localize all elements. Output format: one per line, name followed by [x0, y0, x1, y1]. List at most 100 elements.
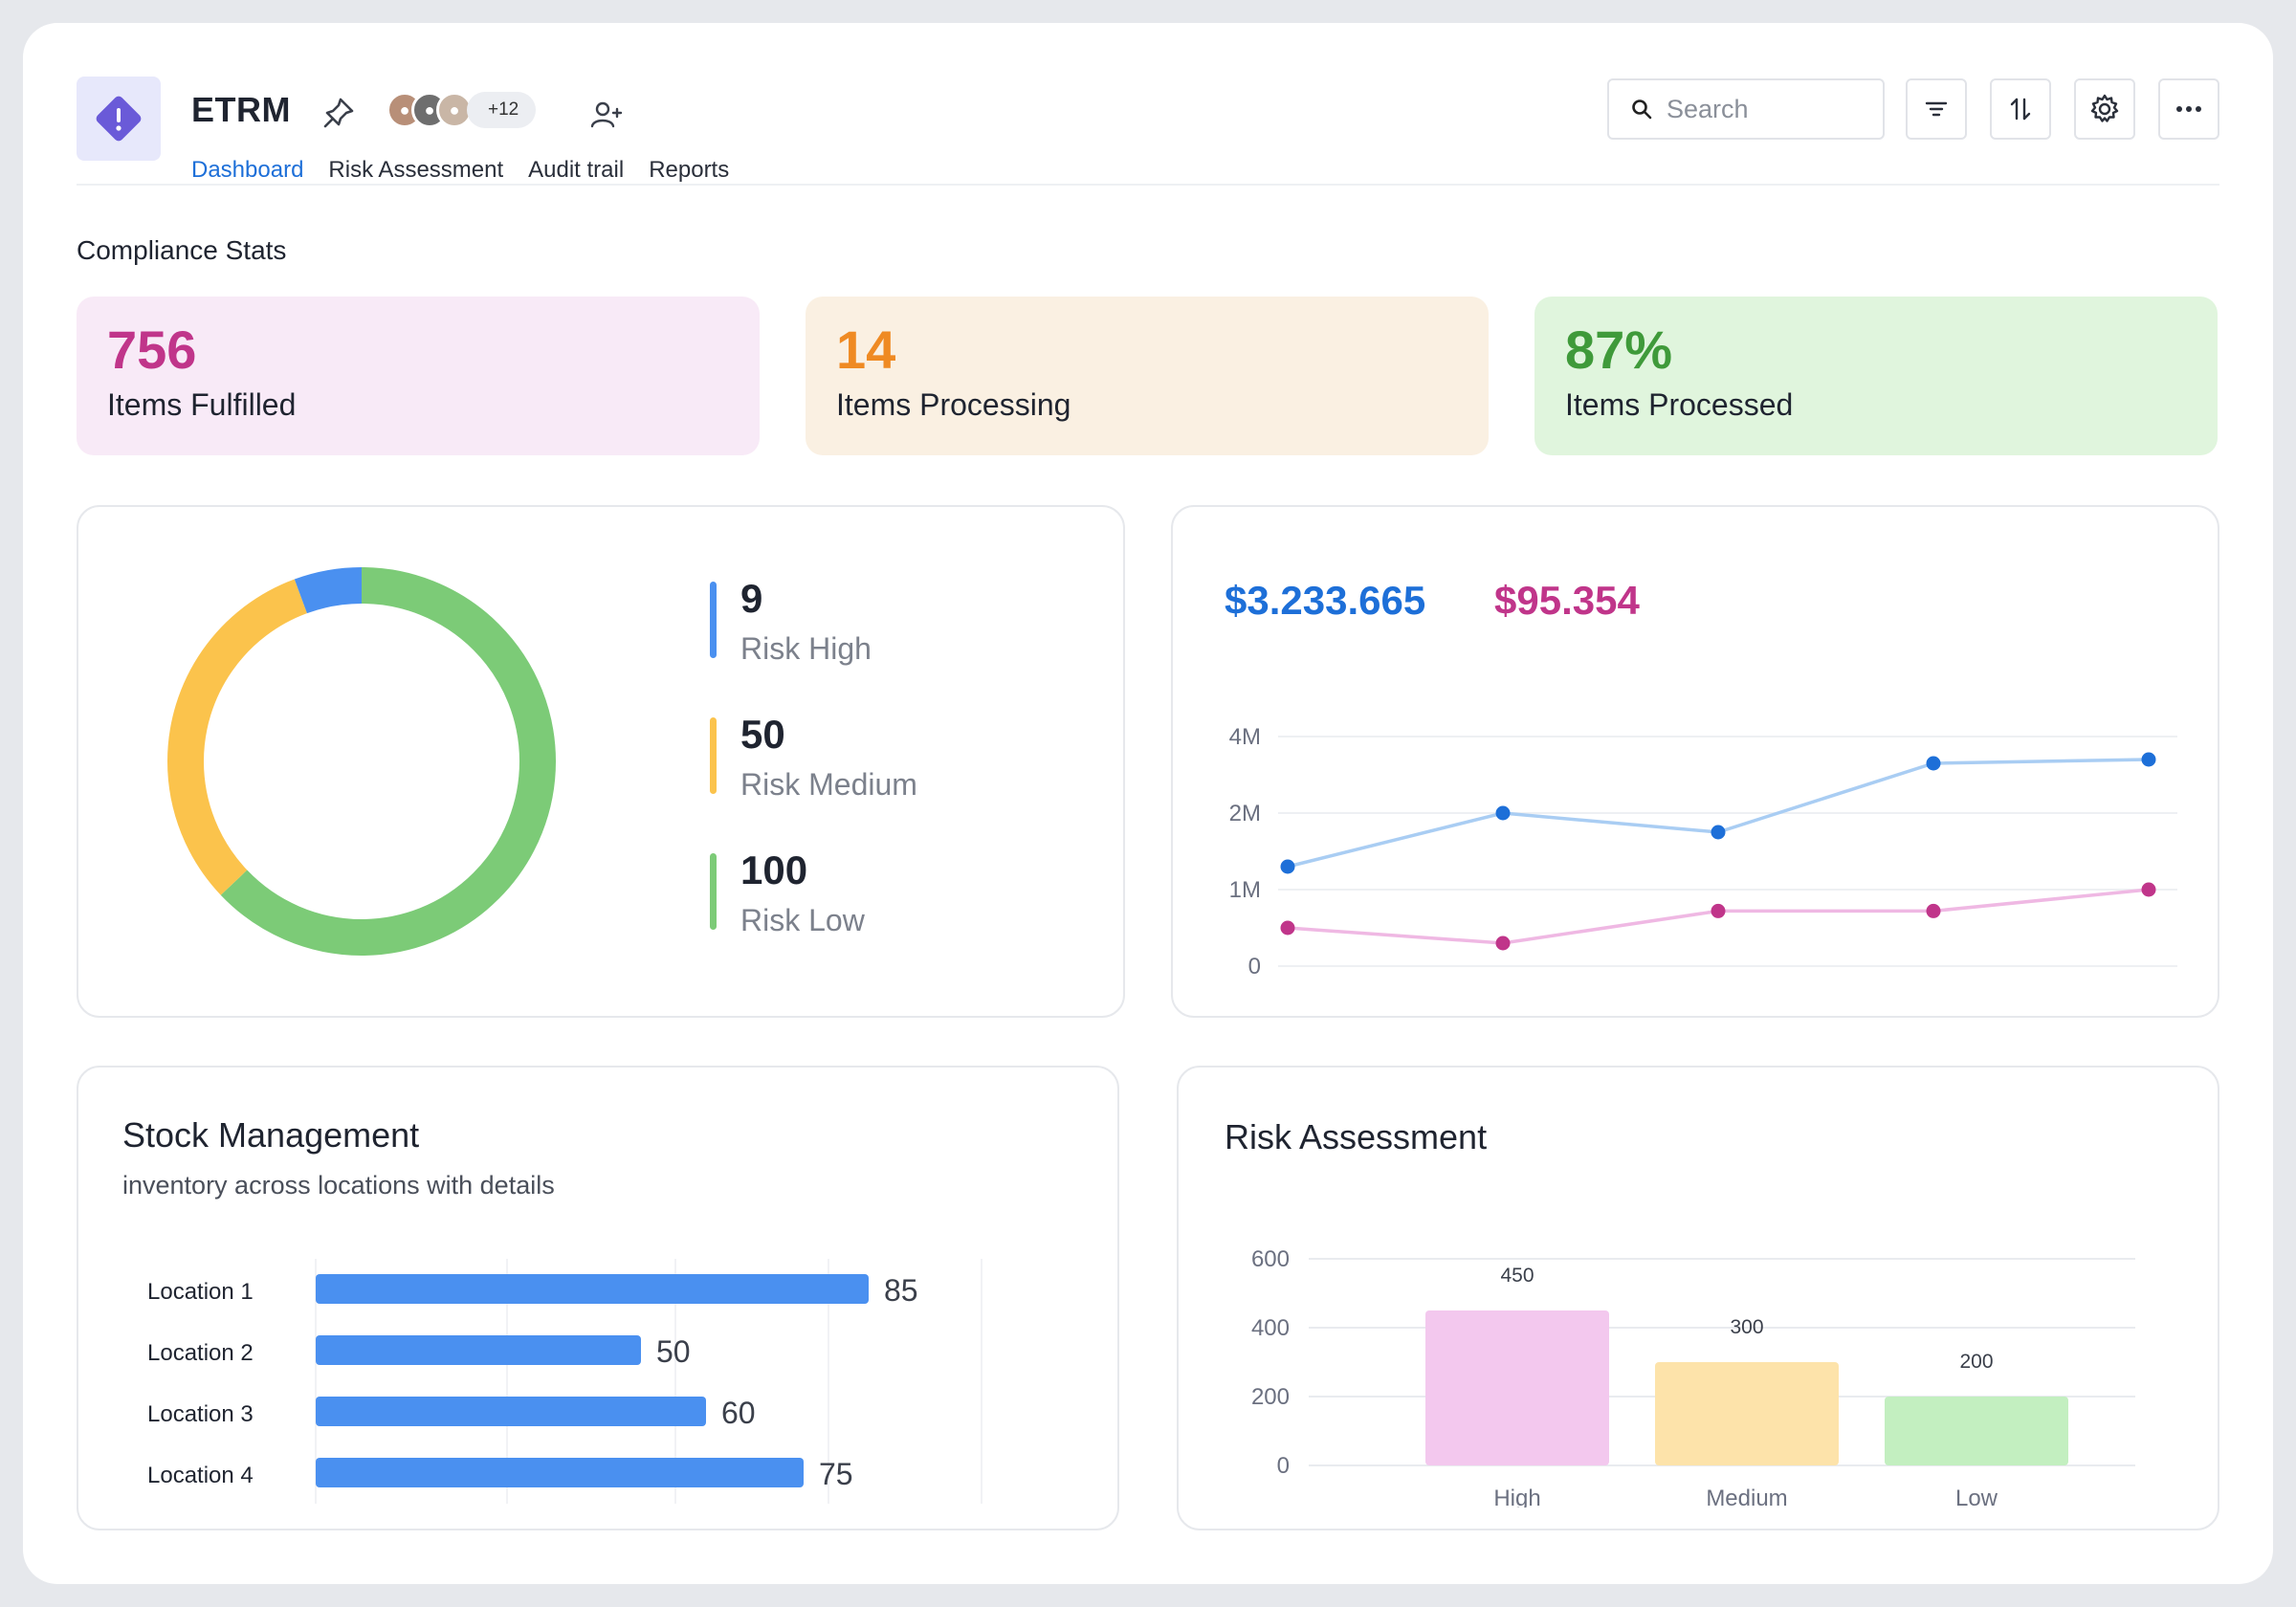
bar-value-label: 75	[819, 1457, 853, 1491]
series-1-point	[2141, 752, 2156, 767]
bar-1	[316, 1274, 869, 1304]
stock-bar-chart: Location 1 85 Location 2 50 Location 3 60 Loca…	[147, 1259, 982, 1504]
bar-value-label: 450	[1500, 1265, 1534, 1287]
series-2-point	[1280, 920, 1295, 936]
series-2-point	[1711, 903, 1726, 918]
x-tick-label: High	[1493, 1486, 1540, 1508]
search-icon	[1632, 99, 1652, 120]
more-icon	[2176, 106, 2201, 112]
stat-label: Items Fulfilled	[107, 387, 297, 423]
donut-slice-risk-medium	[167, 567, 556, 956]
bar-high	[1425, 1310, 1609, 1465]
bar-medium	[1655, 1362, 1839, 1465]
series-1-point	[1926, 756, 1941, 771]
bar-category-label: Location 4	[147, 1463, 254, 1488]
bar-value-label: 200	[1959, 1351, 1993, 1373]
stock-management-panel: Stock Management inventory across locati…	[77, 1066, 1119, 1530]
bar-value-label: 50	[656, 1334, 691, 1369]
series-1-point	[1280, 859, 1295, 874]
x-tick-label: Low	[1955, 1486, 1998, 1508]
bar-value-label: 85	[884, 1273, 918, 1308]
risk-value: 50	[740, 712, 785, 757]
risk-value: 100	[740, 848, 808, 892]
stat-card-processed[interactable]: 87% Items Processed	[1534, 297, 2218, 455]
y-tick-label: 200	[1251, 1384, 1290, 1410]
bar-category-label: Location 2	[147, 1340, 254, 1366]
collaborators[interactable]: ● ● ● +12	[386, 92, 537, 128]
header-divider	[77, 184, 2219, 186]
settings-button[interactable]	[2074, 78, 2135, 140]
y-tick-label: 1M	[1229, 877, 1261, 903]
sort-button[interactable]	[1990, 78, 2051, 140]
risk-item-high: 9 Risk High	[710, 576, 917, 691]
y-tick-label: 0	[1277, 1453, 1290, 1479]
y-tick-label: 4M	[1229, 724, 1261, 750]
stat-card-processing[interactable]: 14 Items Processing	[806, 297, 1489, 455]
bar-value-label: 60	[721, 1396, 756, 1430]
series-2-point	[1926, 903, 1941, 918]
stock-title: Stock Management	[122, 1115, 420, 1155]
section-title: Compliance Stats	[77, 235, 287, 265]
risk-legend: 9 Risk High 50 Risk Medium 100 Risk Low	[710, 576, 917, 983]
risk-donut-panel: 9 Risk High 50 Risk Medium 100 Risk Low	[77, 505, 1125, 1018]
risk-donut-chart	[167, 567, 556, 956]
stat-label: Items Processing	[836, 387, 1071, 423]
risk-item-medium: 50 Risk Medium	[710, 712, 917, 826]
y-tick-label: 0	[1248, 954, 1261, 980]
bar-category-label: Location 3	[147, 1401, 254, 1427]
bar-4	[316, 1458, 804, 1487]
warning-diamond-icon	[96, 96, 142, 142]
risk-assessment-title: Risk Assessment	[1225, 1117, 1488, 1156]
avatar-count-badge[interactable]: +12	[467, 92, 537, 128]
risk-label: Risk Medium	[740, 767, 917, 802]
stat-value: 14	[836, 319, 896, 380]
add-user-icon[interactable]	[589, 98, 624, 132]
tab-audit-trail[interactable]: Audit trail	[528, 157, 625, 183]
sort-icon	[2010, 98, 2031, 121]
search-input[interactable]	[1667, 94, 1858, 124]
nav-tabs: Dashboard Risk Assessment Audit trail Re…	[191, 157, 729, 184]
trend-value-secondary: $95.354	[1494, 578, 1640, 623]
stock-subtitle: inventory across locations with details	[122, 1171, 555, 1200]
risk-bar-chart: 0 200 400 600 450 High 300 Medium 200 Low	[1251, 1246, 2135, 1508]
filter-button[interactable]	[1906, 78, 1967, 140]
risk-assessment-panel: Risk Assessment 0 200 400 600 450 High 300 Medi…	[1177, 1066, 2219, 1530]
stat-value: 756	[107, 319, 197, 380]
risk-value: 9	[740, 576, 763, 621]
tab-risk-assessment[interactable]: Risk Assessment	[328, 157, 504, 183]
series-1-point	[1711, 825, 1726, 840]
series-2-point	[1495, 936, 1511, 951]
tab-reports[interactable]: Reports	[649, 157, 730, 183]
x-tick-label: Medium	[1706, 1486, 1787, 1508]
stat-label: Items Processed	[1565, 387, 1794, 423]
trend-line-chart: 0 1M 2M 4M	[1229, 724, 2177, 980]
series-1-point	[1495, 805, 1511, 821]
bar-low	[1885, 1397, 2068, 1465]
y-tick-label: 2M	[1229, 801, 1261, 826]
risk-color-bar	[710, 582, 717, 658]
series-2-point	[2141, 882, 2156, 897]
tab-dashboard[interactable]: Dashboard	[191, 157, 304, 183]
settings-icon	[2090, 94, 2119, 122]
donut-slice-risk-high	[167, 567, 556, 956]
avatar[interactable]: ●	[436, 92, 473, 128]
bar-value-label: 300	[1730, 1316, 1763, 1338]
pin-icon[interactable]	[320, 94, 358, 132]
y-tick-label: 600	[1251, 1246, 1290, 1272]
app-logo[interactable]	[77, 77, 161, 161]
risk-color-bar	[710, 717, 717, 794]
bar-3	[316, 1397, 706, 1426]
more-button[interactable]	[2158, 78, 2219, 140]
app-title: ETRM	[191, 90, 291, 129]
risk-item-low: 100 Risk Low	[710, 848, 917, 962]
risk-label: Risk High	[740, 631, 872, 666]
risk-label: Risk Low	[740, 903, 865, 937]
filter-icon	[1925, 101, 1948, 117]
risk-color-bar	[710, 853, 717, 930]
search-box[interactable]	[1607, 78, 1885, 140]
stat-card-fulfilled[interactable]: 756 Items Fulfilled	[77, 297, 760, 455]
bar-2	[316, 1335, 641, 1365]
trend-value-primary: $3.233.665	[1225, 578, 1426, 623]
trend-panel: $3.233.665 $95.354 0 1M 2M 4M	[1171, 505, 2219, 1018]
app-window: ETRM ● ● ● +12 Dashboard Risk Assessment…	[23, 23, 2273, 1584]
